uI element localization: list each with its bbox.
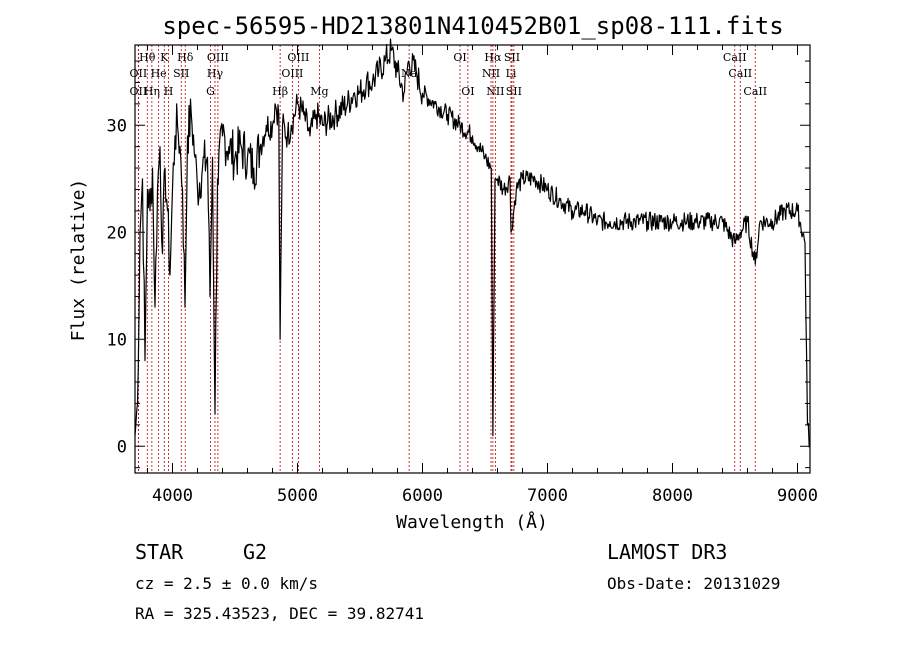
chart-title: spec-56595-HD213801N410452B01_sp08-111.f… [162,12,783,40]
marker-label: H [164,85,174,98]
marker-label: Hη [144,85,160,98]
marker-label: Hα [484,51,502,64]
obs-date-text: Obs-Date: 20131029 [607,574,780,593]
coords-text: RA = 325.43523, DEC = 39.82741 [135,604,424,623]
x-tick-label: 9000 [777,486,818,506]
x-tick-label: 4000 [152,486,193,506]
y-tick-label: 20 [107,223,127,243]
marker-label: CaII [728,67,752,80]
marker-label: Hδ [177,51,194,64]
object-subclass: G2 [243,540,267,564]
x-tick-label: 6000 [402,486,443,506]
marker-label: Mg [310,85,328,98]
marker-label: OI [461,85,474,98]
marker-label: SII [506,85,522,98]
object-class: STAR [135,540,184,564]
marker-label: NII [482,67,500,80]
x-tick-label: 5000 [277,486,318,506]
redshift-text: cz = 2.5 ± 0.0 km/s [135,574,318,593]
marker-label: G [206,85,215,98]
marker-label: SII [504,51,520,64]
marker-label: CaII [743,85,767,98]
marker-label: OI [453,51,466,64]
marker-label: Hγ [207,67,224,80]
y-axis-ticks: 0 10 20 30 [107,60,810,469]
marker-label: Hβ [272,85,288,98]
marker-label: CaII [723,51,747,64]
marker-label: NII [486,85,504,98]
y-tick-label: 0 [117,437,127,457]
marker-label: OIII [287,51,309,64]
y-tick-label: 10 [107,330,127,350]
x-axis-ticks: 4000 5000 6000 7000 8000 9000 [147,45,818,506]
marker-label: OII [130,67,148,80]
x-axis-label: Wavelength (Å) [396,511,548,533]
marker-label: OIII [281,67,303,80]
plot-frame [134,44,811,474]
marker-label: Li [506,67,517,80]
x-tick-label: 8000 [652,486,693,506]
marker-label: SII [173,67,189,80]
spectrum-series-line [134,38,811,448]
survey-name: LAMOST DR3 [607,540,727,564]
line-markers [137,45,756,473]
marker-label: Hθ [139,51,156,64]
y-tick-label: 30 [107,116,127,136]
y-axis-label: Flux (relative) [68,179,89,342]
marker-label: OIII [207,51,229,64]
x-tick-label: 7000 [527,486,568,506]
marker-label: K [160,51,169,64]
marker-label: OII [130,85,148,98]
marker-label: He [151,67,167,80]
